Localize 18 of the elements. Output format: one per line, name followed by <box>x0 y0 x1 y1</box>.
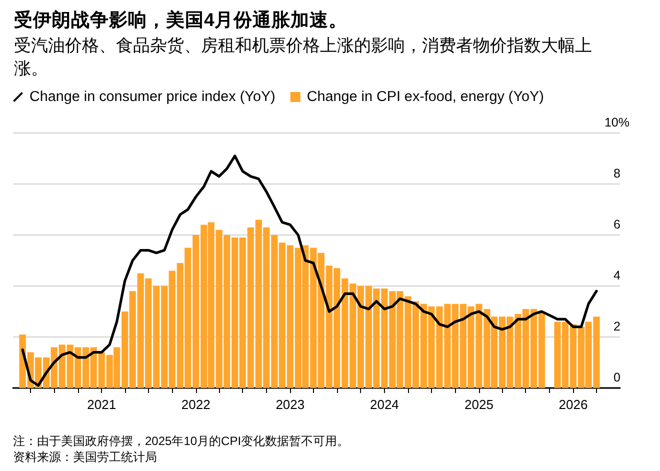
chart-subtitle: 受汽油价格、食品杂货、房租和机票价格上涨的影响，消费者物价指数大幅上涨。 <box>14 36 592 78</box>
x-tick-label: 2025 <box>464 397 494 412</box>
y-tick-label: 2 <box>614 320 621 334</box>
x-tick-label: 2021 <box>87 397 116 412</box>
y-tick-label: 8 <box>614 166 621 180</box>
y-tick-label: 4 <box>614 268 621 282</box>
legend-label: Change in consumer price index (YoY) <box>30 89 276 105</box>
text: 资料来源：美国劳工统计局 <box>13 450 157 464</box>
legend-label: Change in CPI ex-food, energy (YoY) <box>306 89 544 105</box>
x-tick-label: 2024 <box>370 397 399 412</box>
y-tick-label: 10% <box>604 116 630 130</box>
x-tick-label: 2026 <box>558 397 588 412</box>
x-tick-label: 2023 <box>276 397 305 412</box>
y-tick-label: 6 <box>614 218 621 232</box>
chart-title: 受伊朗战争影响，美国4月份通胀加速。 <box>14 9 348 30</box>
y-tick-label: 0 <box>614 370 621 384</box>
text: 注：由于美国政府停摆，2025年10月的CPI变化数据暂不可用。 <box>13 434 350 448</box>
x-tick-label: 2022 <box>181 397 210 412</box>
